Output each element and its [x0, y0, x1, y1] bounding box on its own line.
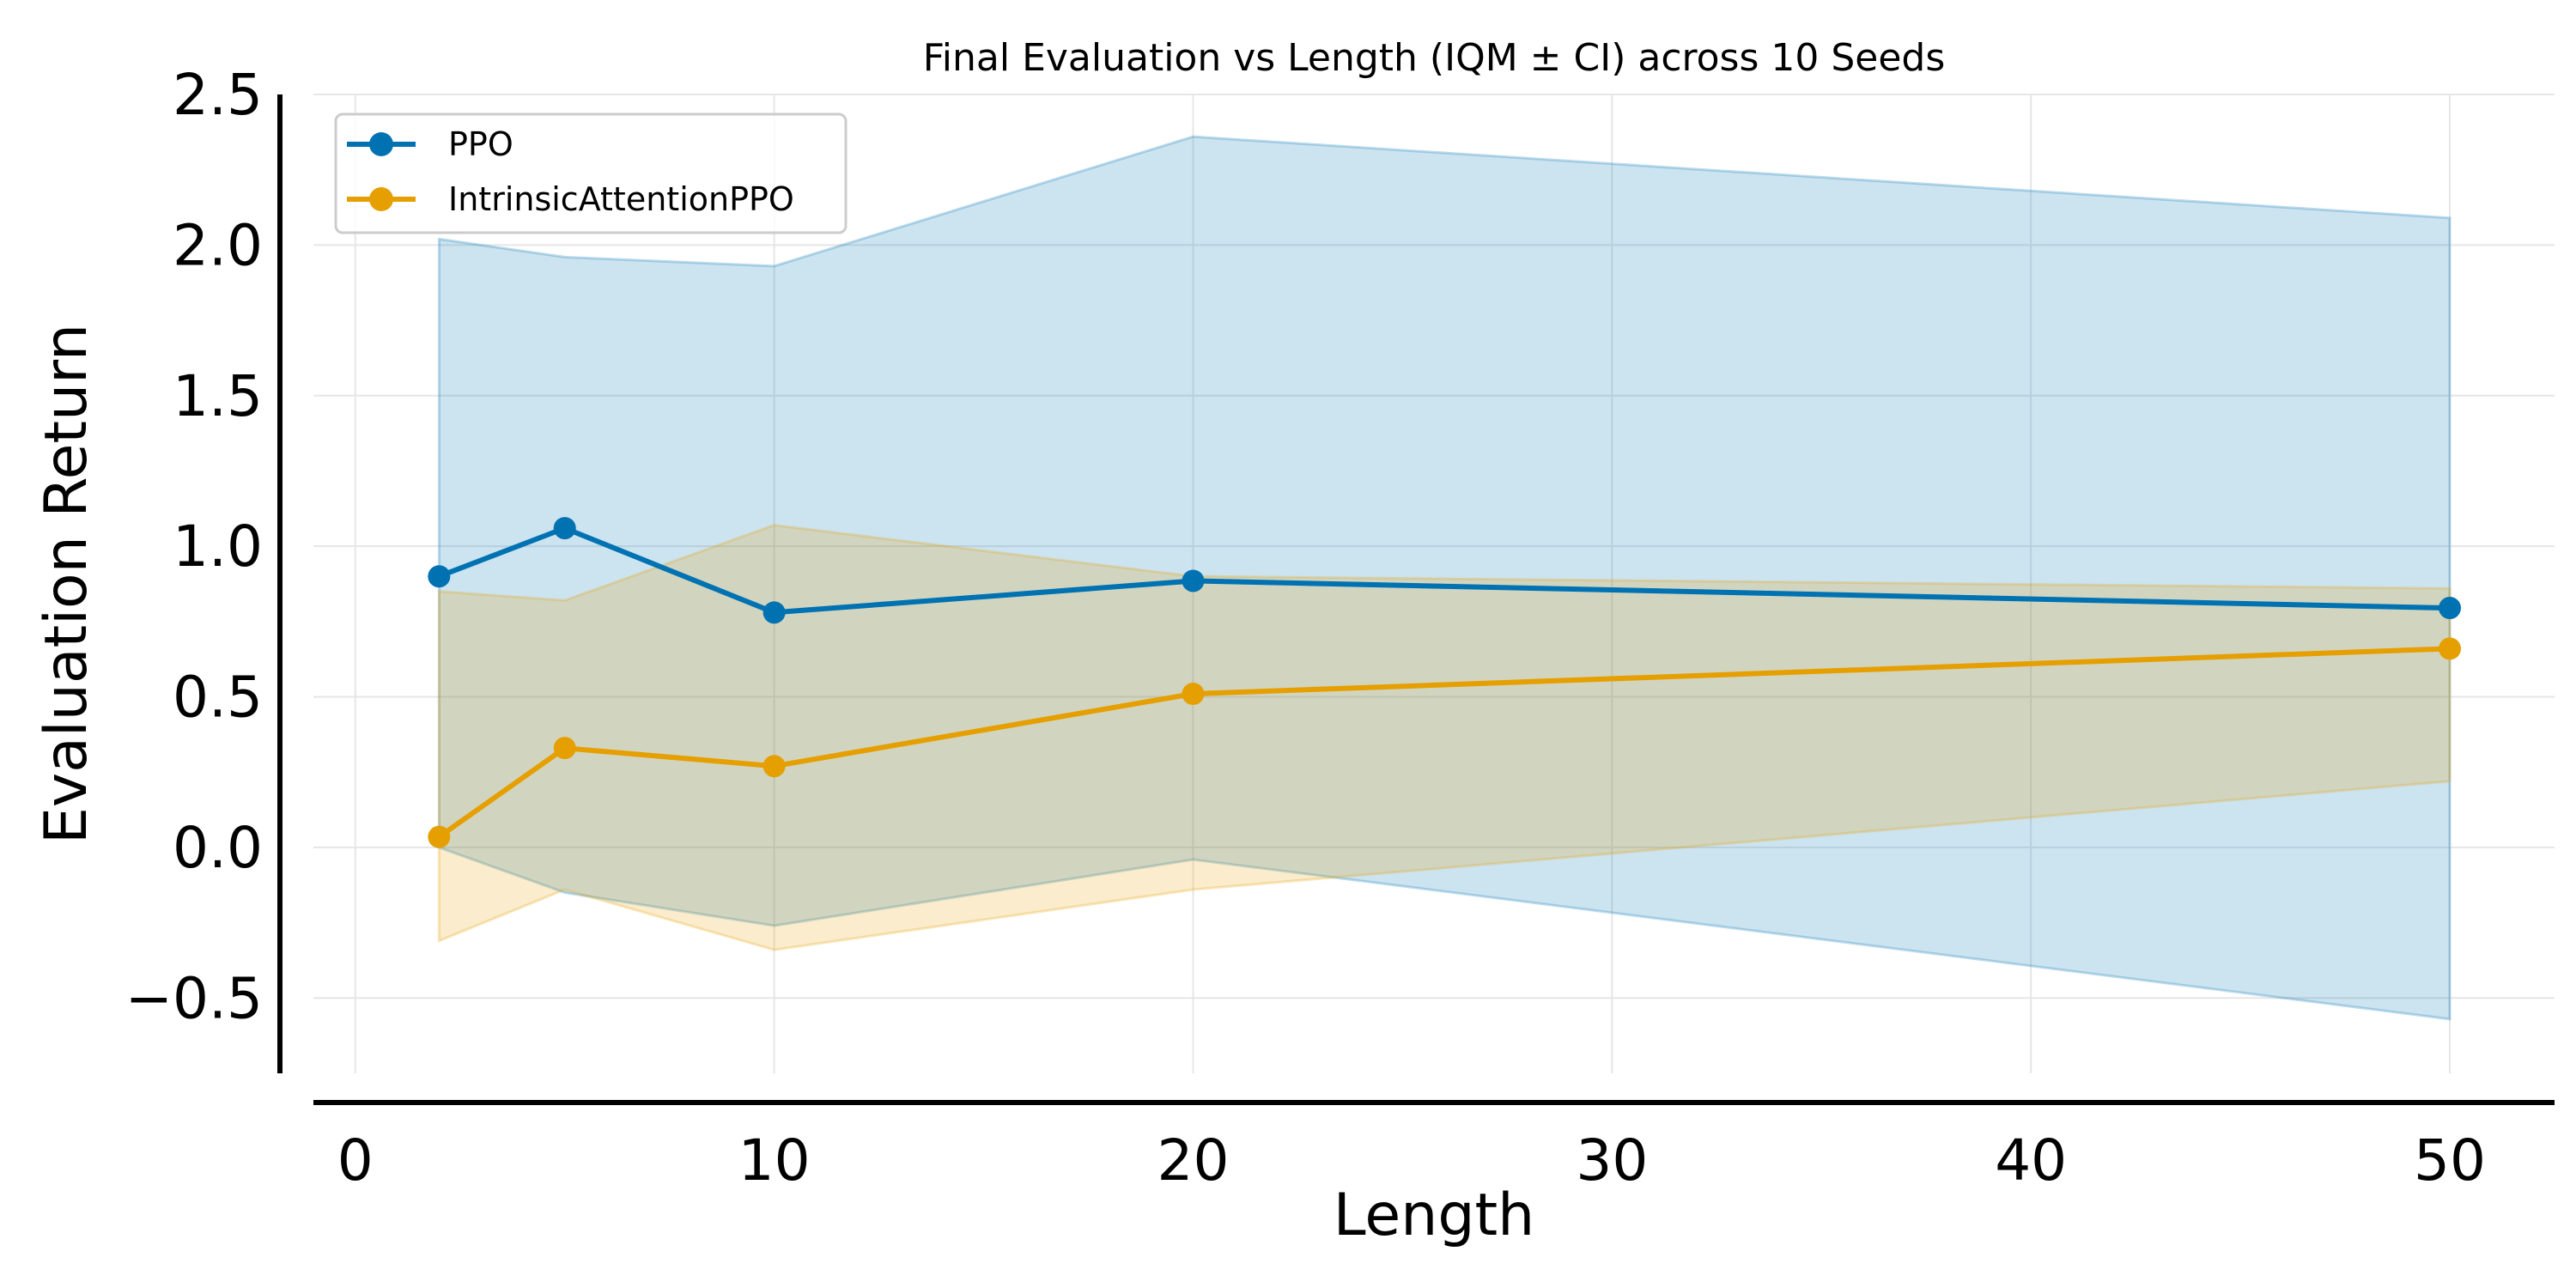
axes [277, 94, 2555, 1105]
x-axis-label: Length [1334, 1182, 1535, 1249]
x-tick-label: 50 [2414, 1127, 2486, 1194]
data-point-series-1 [762, 755, 786, 778]
legend-label-intrinsic: IntrinsicAttentionPPO [448, 180, 794, 218]
ci-band-series-1 [437, 524, 2451, 951]
confidence-bands [437, 135, 2451, 1021]
y-tick-label: 1.5 [173, 363, 263, 429]
legend-box [334, 112, 848, 234]
y-tick-label: 0.0 [173, 815, 263, 881]
data-point-series-0 [428, 565, 451, 588]
y-axis-label: Evaluation Return [33, 324, 100, 844]
y-tick-label: −0.5 [125, 965, 263, 1031]
ci-band-series-0 [437, 135, 2451, 1021]
data-point-series-1 [553, 737, 576, 760]
x-tick-label: 20 [1157, 1127, 1229, 1194]
series-lines [428, 517, 2462, 848]
y-tick-label: 2.5 [173, 62, 263, 128]
legend-marker-ppo [369, 132, 393, 156]
data-point-series-0 [2439, 597, 2462, 620]
chart-title: Final Evaluation vs Length (IQM ± CI) ac… [923, 36, 1946, 80]
data-point-series-1 [1182, 683, 1205, 706]
data-point-series-0 [762, 601, 786, 624]
y-tick-label: 2.0 [173, 212, 263, 278]
x-tick-label: 10 [738, 1127, 811, 1194]
legend: PPO IntrinsicAttentionPPO [334, 112, 848, 234]
legend-label-ppo: PPO [448, 125, 513, 163]
x-tick-label: 30 [1576, 1127, 1648, 1194]
x-tick-label: 0 [337, 1127, 374, 1194]
legend-marker-intrinsic [369, 187, 393, 211]
data-point-series-1 [2439, 637, 2462, 660]
data-point-series-0 [1182, 569, 1205, 592]
tick-labels: 0 10 20 30 40 50 −0.5 0.0 0.5 1.0 1.5 2.0 2.5 [125, 62, 2486, 1194]
data-point-series-0 [553, 517, 576, 540]
x-tick-label: 40 [1995, 1127, 2067, 1194]
y-tick-label: 0.5 [173, 665, 263, 731]
y-tick-label: 1.0 [173, 513, 263, 580]
data-point-series-1 [428, 825, 451, 848]
grid [313, 94, 2555, 1073]
